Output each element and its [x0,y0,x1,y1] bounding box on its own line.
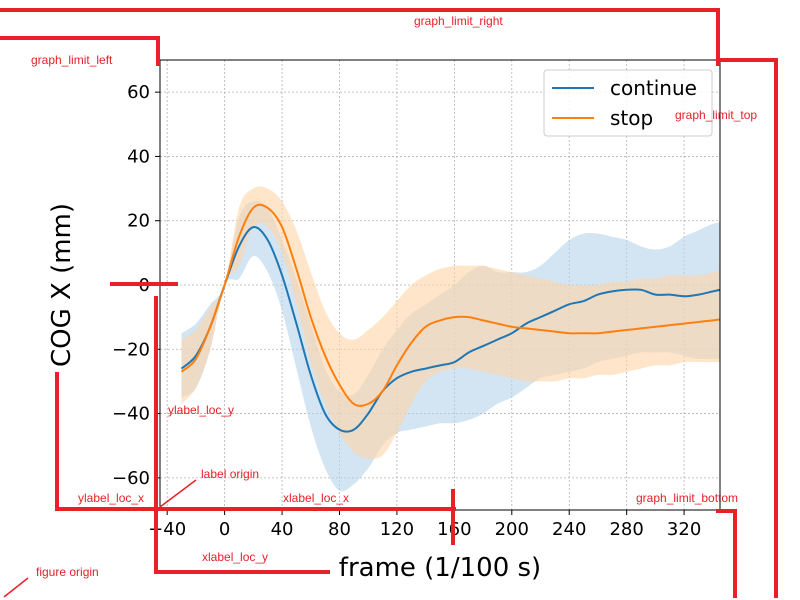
annotation-pointers [3,479,197,598]
annotation-line-top [716,58,778,598]
annotation-label-label-origin: label origin [201,467,259,481]
annotation-label-graph-limit-bottom: graph_limit_bottom [636,491,738,505]
x-tick-label-0: −40 [148,519,186,540]
series-lines [180,203,720,433]
y-tick-label-4: 20 [127,211,150,232]
y-tick-label-6: 60 [127,82,150,103]
x-tick-label-2: 40 [271,519,294,540]
x-tick-label-1: 0 [219,519,230,540]
line-stop [180,203,720,407]
legend-label-continue: continue [610,76,697,100]
y-tick-label-2: −20 [112,339,150,360]
figure-origin-pointer [3,577,29,598]
label-origin-pointer [159,479,197,508]
annotation-label-ylabel-loc-y: ylabel_loc_y [168,403,234,417]
legend: continue stop [543,69,713,137]
annotation-labels: graph_limit_right graph_limit_left graph… [31,14,757,579]
annotation-line-right [0,8,720,66]
annotation-label-xlabel-loc-y: xlabel_loc_y [202,550,268,564]
annotation-label-graph-limit-left: graph_limit_left [31,53,113,67]
annotation-label-figure-origin: figure origin [36,565,99,579]
x-tick-label-7: 240 [552,519,586,540]
x-tick-label-6: 200 [495,519,529,540]
line-continue [180,226,720,433]
annotation-line-left [0,36,160,66]
y-tick-label-0: −60 [112,468,150,489]
annotation-label-ylabel-loc-x: ylabel_loc_x [78,491,144,505]
x-tick-label-8: 280 [609,519,643,540]
annotation-label-graph-limit-right: graph_limit_right [414,14,503,28]
y-tick-label-5: 40 [127,146,150,167]
x-tick-label-4: 120 [380,519,414,540]
y-axis-label: COG X (mm) [47,203,77,367]
annotation-label-xlabel-loc-x: xlabel_loc_x [283,491,349,505]
legend-box [543,69,713,137]
legend-label-stop: stop [610,106,653,130]
y-tick-label-1: −40 [112,404,150,425]
x-tick-label-9: 320 [667,519,701,540]
annotation-label-graph-limit-top: graph_limit_top [675,108,757,122]
confidence-bands [181,186,720,492]
annotation-line-bottom [716,509,737,598]
x-axis-label: frame (1/100 s) [339,553,541,583]
annotation-line-ylabel-x [55,372,456,511]
band-stop [181,186,720,459]
annotation-overlay [0,8,778,598]
x-tick-label-3: 80 [328,519,351,540]
annotation-line-origin-vertical [154,296,330,574]
